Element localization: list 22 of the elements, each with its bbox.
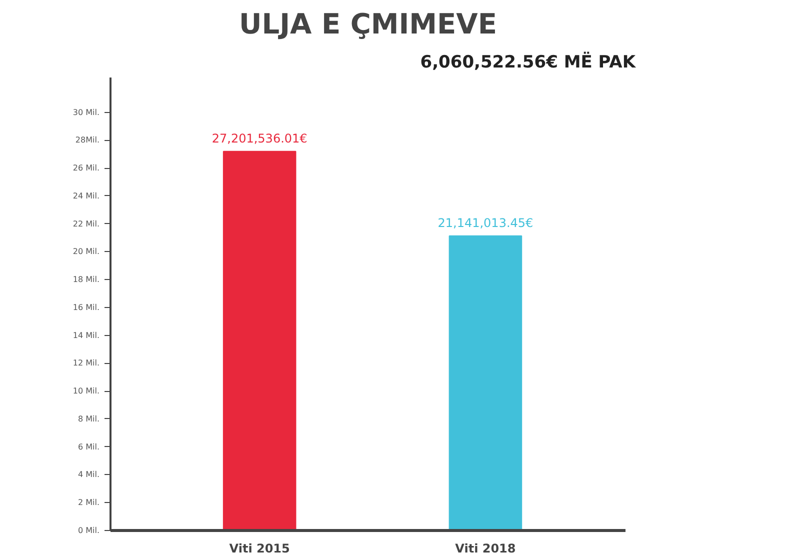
y-tick-label: 2 Mil. — [78, 498, 100, 508]
y-tick-label: 24 Mil. — [72, 191, 100, 200]
x-tick-label: Viti 2015 — [229, 542, 290, 556]
chart-title: ULJA E ÇMIMEVE — [239, 8, 497, 40]
y-tick-label: 10 Mil. — [72, 386, 100, 396]
y-tick-label: 4 Mil. — [78, 470, 100, 480]
y-tick-label: 6 Mil. — [78, 442, 100, 452]
annotation: 27,201,536.01€ — [212, 131, 308, 146]
y-tick-label: 0 Mil. — [78, 526, 100, 535]
y-tick-label: 16 Mil. — [72, 302, 100, 312]
y-tick-label: 18 Mil. — [72, 275, 100, 284]
annotation: 21,141,013.45€ — [438, 216, 534, 230]
y-tick-label: 8 Mil. — [78, 414, 100, 424]
y-tick-label: 30 Mil. — [72, 108, 100, 117]
y-tick-label: 26 Mil. — [72, 164, 100, 173]
y-tick-label: 20 Mil. — [72, 247, 100, 256]
y-tick-label: 14 Mil. — [72, 330, 100, 340]
y-tick-label: 28Mil. — [75, 136, 100, 145]
y-tick-label: 12 Mil. — [72, 358, 100, 368]
chart-subtitle: 6,060,522.56€ MË PAK — [420, 52, 636, 72]
y-tick-label: 22 Mil. — [72, 219, 100, 228]
x-tick-label: Viti 2018 — [455, 542, 516, 556]
